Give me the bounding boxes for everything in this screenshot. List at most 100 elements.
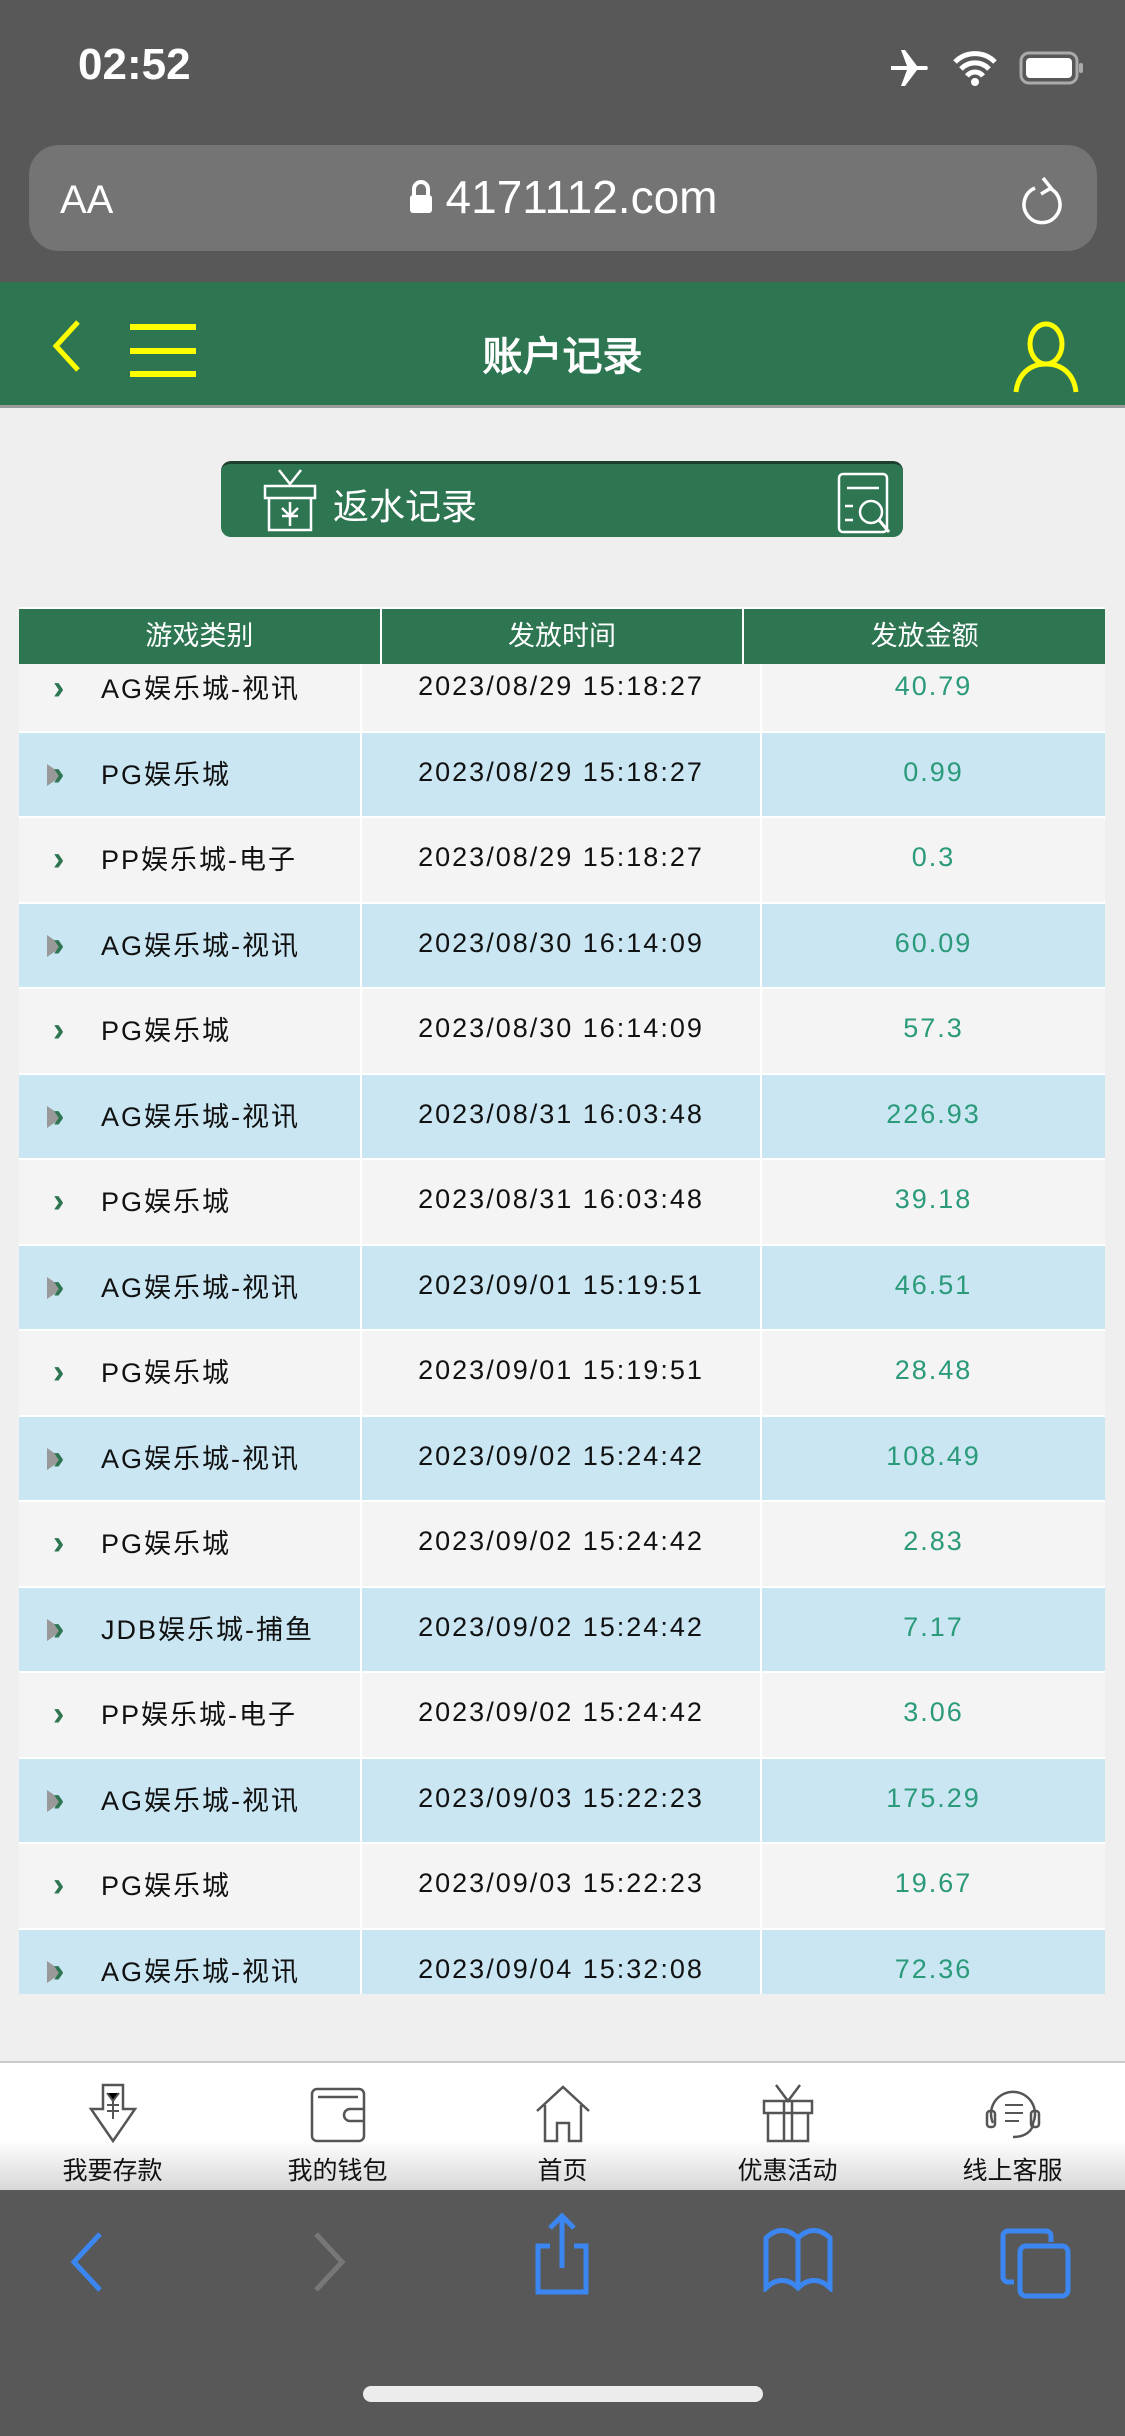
game-cell: › PG娱乐城: [19, 989, 362, 1073]
amount-cell: 46.51: [894, 1269, 973, 1300]
nav-deposit[interactable]: 我要存款: [0, 2063, 225, 2190]
time-cell: 2023/09/02 15:24:42: [362, 1416, 762, 1500]
game-cell: › PP娱乐城-电子: [19, 818, 362, 902]
game-name: AG娱乐城-视讯: [101, 1272, 301, 1303]
nav-customer-service[interactable]: 线上客服: [900, 2063, 1125, 2190]
nav-label: 我要存款: [62, 2157, 163, 2185]
user-icon[interactable]: [1012, 320, 1080, 394]
battery-icon: [1019, 51, 1083, 85]
game-name: PG娱乐城: [101, 1871, 232, 1902]
column-header-time[interactable]: 发放时间: [379, 609, 743, 664]
selected-marker-icon: [47, 763, 63, 786]
selected-marker-icon: [47, 1960, 63, 1983]
home-indicator[interactable]: [363, 2386, 763, 2402]
status-icons: [887, 48, 1085, 88]
amount-cell: 28.48: [894, 1355, 973, 1386]
page-title: 账户记录: [482, 335, 643, 379]
table-row[interactable]: › AG娱乐城-视讯 2023/08/30 16:14:09 60.09: [19, 903, 1105, 989]
table-row[interactable]: › PG娱乐城 2023/09/03 15:22:23 19.67: [19, 1844, 1105, 1930]
time-cell: 2023/08/30 16:14:09: [362, 989, 762, 1073]
amount-cell: 3.06: [903, 1697, 964, 1728]
amount-cell: 2.83: [903, 1526, 964, 1557]
amount-cell: 175.29: [886, 1782, 981, 1813]
time-cell: 2023/08/30 16:14:09: [362, 903, 762, 987]
table-row[interactable]: › AG娱乐城-视讯 2023/08/29 15:18:27 40.79: [19, 664, 1105, 733]
amount-cell: 0.99: [903, 756, 964, 787]
column-header-game[interactable]: 游戏类别: [145, 621, 254, 651]
selected-marker-icon: [47, 1447, 63, 1470]
nav-wallet[interactable]: 我的钱包: [225, 2063, 450, 2190]
table-row[interactable]: › PG娱乐城 2023/08/31 16:03:48 39.18: [19, 1160, 1105, 1246]
nav-label: 优惠活动: [737, 2157, 838, 2185]
nav-label: 首页: [537, 2157, 588, 2185]
table-row[interactable]: › AG娱乐城-视讯 2023/09/04 15:32:08 72.36: [19, 1929, 1105, 1994]
back-chevron-icon[interactable]: [50, 320, 82, 372]
game-name: AG娱乐城-视讯: [101, 1443, 301, 1474]
nav-home[interactable]: 首页: [450, 2063, 675, 2190]
game-cell: › AG娱乐城-视讯: [19, 903, 362, 987]
chevron-right-icon: ›: [53, 1096, 67, 1135]
time-cell: 2023/09/04 15:32:08: [362, 1929, 762, 1994]
table-row[interactable]: › JDB娱乐城-捕鱼 2023/09/02 15:24:42 7.17: [19, 1587, 1105, 1673]
lock-icon: [409, 180, 432, 213]
share-icon[interactable]: [532, 2212, 592, 2296]
time-cell: 2023/09/02 15:24:42: [362, 1587, 762, 1671]
nav-label: 线上客服: [962, 2157, 1063, 2185]
table-row[interactable]: › PP娱乐城-电子 2023/08/29 15:18:27 0.3: [19, 818, 1105, 904]
menu-icon[interactable]: [130, 322, 196, 378]
time-cell: 2023/08/29 15:18:27: [362, 732, 762, 816]
amount-cell: 19.67: [894, 1868, 973, 1899]
chevron-right-icon: ›: [53, 1866, 67, 1904]
table-body[interactable]: › AG娱乐城-视讯 2023/08/29 15:18:27 40.79 › PG娱乐城 2…: [19, 664, 1105, 1994]
chevron-right-icon: ›: [53, 1609, 67, 1648]
address-bar[interactable]: [29, 145, 1097, 251]
table-row[interactable]: › PG娱乐城 2023/08/30 16:14:09 57.3: [19, 989, 1105, 1075]
chevron-right-icon: ›: [53, 1438, 67, 1477]
game-name: PP娱乐城-电子: [101, 1700, 298, 1731]
game-cell: › AG娱乐城-视讯: [19, 1416, 362, 1500]
amount-cell: 57.3: [903, 1013, 964, 1044]
game-name: PG娱乐城: [101, 1529, 232, 1560]
text-size-button[interactable]: AA: [60, 178, 114, 222]
amount-cell: 40.79: [894, 671, 973, 702]
status-time: 02:52: [78, 40, 191, 89]
table-row[interactable]: › AG娱乐城-视讯 2023/08/31 16:03:48 226.93: [19, 1074, 1105, 1160]
game-cell: › AG娱乐城-视讯: [19, 1758, 362, 1842]
tabs-icon[interactable]: [1000, 2228, 1072, 2300]
game-cell: › PG娱乐城: [19, 1844, 362, 1928]
table-row[interactable]: › PG娱乐城 2023/09/01 15:19:51 28.48: [19, 1331, 1105, 1417]
column-header-amount[interactable]: 发放金额: [742, 609, 1105, 664]
rebate-records-button[interactable]: 返水记录: [221, 461, 903, 537]
reload-icon[interactable]: [1019, 172, 1065, 228]
table-row[interactable]: › AG娱乐城-视讯 2023/09/03 15:22:23 175.29: [19, 1758, 1105, 1844]
chevron-right-icon: ›: [53, 1353, 67, 1391]
nav-promotions[interactable]: 优惠活动: [675, 2063, 900, 2190]
game-name: AG娱乐城-视讯: [101, 674, 301, 705]
table-row[interactable]: › PG娱乐城 2023/09/02 15:24:42 2.83: [19, 1502, 1105, 1588]
time-cell: 2023/08/29 15:18:27: [362, 818, 762, 902]
selected-marker-icon: [47, 1276, 63, 1299]
chevron-right-icon: ›: [53, 1695, 67, 1733]
amount-cell: 108.49: [886, 1440, 981, 1471]
amount-cell: 0.3: [911, 842, 956, 873]
table-row[interactable]: › AG娱乐城-视讯 2023/09/02 15:24:42 108.49: [19, 1416, 1105, 1502]
url-text[interactable]: 4171112.com: [0, 170, 1125, 224]
bookmarks-icon[interactable]: [762, 2228, 834, 2292]
game-name: PP娱乐城-电子: [101, 845, 298, 876]
page-header: 账户记录: [0, 282, 1125, 408]
table-row[interactable]: › PG娱乐城 2023/08/29 15:18:27 0.99: [19, 732, 1105, 818]
game-name: AG娱乐城-视讯: [101, 1956, 301, 1987]
search-document-icon[interactable]: [837, 472, 897, 536]
game-cell: › JDB娱乐城-捕鱼: [19, 1587, 362, 1671]
browser-forward-icon[interactable]: [312, 2230, 348, 2294]
table-row[interactable]: › AG娱乐城-视讯 2023/09/01 15:19:51 46.51: [19, 1245, 1105, 1331]
browser-back-icon[interactable]: [68, 2230, 104, 2294]
game-name: PG娱乐城: [101, 1016, 232, 1047]
wallet-icon: [310, 2087, 365, 2143]
time-cell: 2023/09/03 15:22:23: [362, 1758, 762, 1842]
chevron-right-icon: ›: [53, 754, 67, 793]
game-name: JDB娱乐城-捕鱼: [101, 1614, 314, 1645]
game-cell: › PG娱乐城: [19, 1331, 362, 1415]
table-row[interactable]: › PP娱乐城-电子 2023/09/02 15:24:42 3.06: [19, 1673, 1105, 1759]
chevron-right-icon: ›: [53, 1267, 67, 1306]
